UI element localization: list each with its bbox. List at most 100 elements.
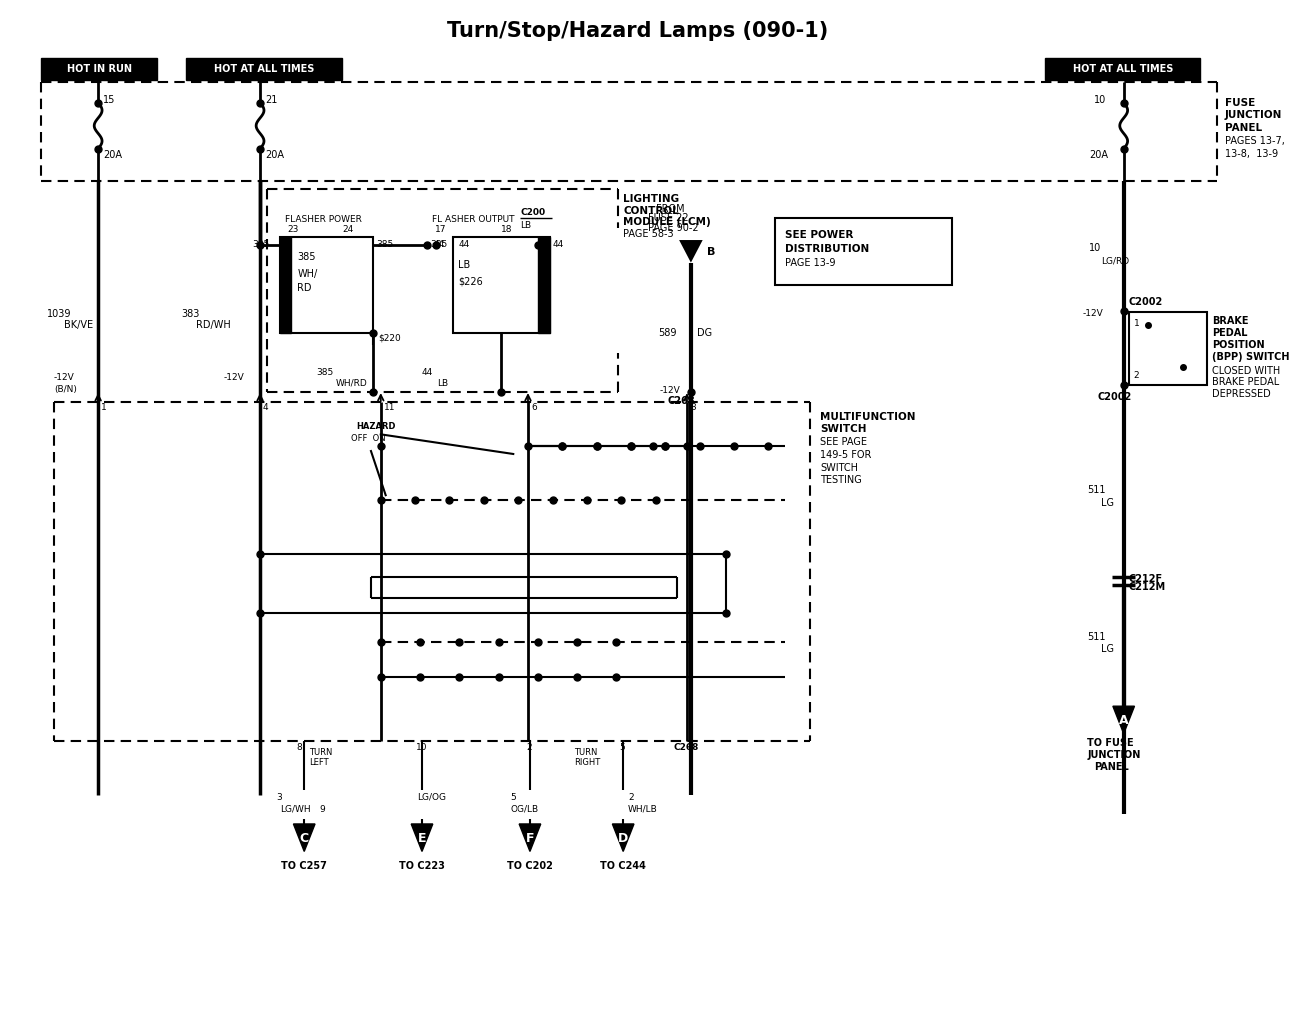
Text: FUSE 22: FUSE 22 bbox=[647, 213, 688, 223]
Polygon shape bbox=[1113, 707, 1135, 734]
Text: LG: LG bbox=[1101, 498, 1114, 509]
Bar bbox=[1128, 311, 1208, 385]
Text: OFF  ON: OFF ON bbox=[351, 434, 386, 443]
Bar bbox=[1045, 59, 1200, 80]
Text: C212F: C212F bbox=[1128, 573, 1162, 583]
Text: 2: 2 bbox=[1134, 371, 1139, 380]
Text: LG: LG bbox=[1101, 644, 1114, 654]
Text: LG/WH: LG/WH bbox=[280, 805, 311, 814]
Text: 5: 5 bbox=[619, 743, 625, 752]
Text: SEE POWER: SEE POWER bbox=[785, 231, 854, 241]
Text: $226: $226 bbox=[459, 276, 484, 286]
Text: BRAKE: BRAKE bbox=[1212, 316, 1248, 327]
Text: 6: 6 bbox=[530, 403, 537, 412]
Text: WH/LB: WH/LB bbox=[628, 805, 658, 814]
Text: C2002: C2002 bbox=[1128, 297, 1162, 307]
Text: WH/RD: WH/RD bbox=[335, 379, 368, 388]
Text: -12V: -12V bbox=[1083, 309, 1104, 318]
Text: 44: 44 bbox=[552, 241, 564, 250]
Text: TO C244: TO C244 bbox=[601, 861, 646, 871]
Text: RD: RD bbox=[298, 283, 312, 293]
Text: 385: 385 bbox=[316, 368, 333, 377]
Text: PANEL: PANEL bbox=[1225, 123, 1262, 133]
Text: -12V: -12V bbox=[55, 373, 74, 382]
Text: A: A bbox=[1119, 715, 1128, 727]
Text: C212M: C212M bbox=[1128, 582, 1166, 592]
Text: SWITCH: SWITCH bbox=[820, 463, 858, 473]
Text: HAZARD: HAZARD bbox=[356, 422, 395, 431]
Text: Turn/Stop/Hazard Lamps (090-1): Turn/Stop/Hazard Lamps (090-1) bbox=[447, 21, 828, 41]
Text: 589: 589 bbox=[659, 329, 677, 339]
Text: 383: 383 bbox=[182, 308, 200, 318]
Text: (B/N): (B/N) bbox=[55, 385, 77, 393]
Text: LB: LB bbox=[459, 260, 471, 270]
Text: DEPRESSED: DEPRESSED bbox=[1212, 389, 1271, 399]
Text: 5: 5 bbox=[511, 793, 516, 802]
Bar bbox=[280, 238, 291, 334]
Text: TESTING: TESTING bbox=[820, 475, 862, 485]
Text: TO FUSE: TO FUSE bbox=[1087, 738, 1134, 748]
Polygon shape bbox=[294, 824, 315, 851]
Text: FUSE: FUSE bbox=[1225, 98, 1254, 107]
Text: $220: $220 bbox=[378, 334, 400, 343]
Text: 385: 385 bbox=[298, 252, 316, 262]
Text: (BPP) SWITCH: (BPP) SWITCH bbox=[1212, 352, 1290, 362]
Text: 1: 1 bbox=[101, 403, 107, 412]
Text: PANEL: PANEL bbox=[1095, 762, 1128, 772]
Text: C268: C268 bbox=[673, 743, 698, 752]
Bar bbox=[454, 238, 550, 334]
Polygon shape bbox=[679, 240, 703, 263]
Text: PAGE 13-9: PAGE 13-9 bbox=[785, 258, 836, 268]
Text: TO C202: TO C202 bbox=[507, 861, 552, 871]
Text: SWITCH: SWITCH bbox=[820, 425, 867, 435]
Polygon shape bbox=[612, 824, 634, 851]
Text: 3: 3 bbox=[690, 403, 696, 412]
Text: WH/: WH/ bbox=[298, 269, 317, 279]
Polygon shape bbox=[519, 824, 541, 851]
Text: HOT IN RUN: HOT IN RUN bbox=[66, 65, 131, 74]
Text: CLOSED WITH: CLOSED WITH bbox=[1212, 366, 1280, 375]
Text: MODULE (LCM): MODULE (LCM) bbox=[623, 217, 711, 227]
Text: 149-5 FOR: 149-5 FOR bbox=[820, 450, 872, 460]
Bar bbox=[280, 238, 373, 334]
Text: FROM: FROM bbox=[655, 203, 684, 213]
Text: C2002: C2002 bbox=[1097, 392, 1131, 402]
Text: LB: LB bbox=[520, 220, 532, 229]
Text: DISTRIBUTION: DISTRIBUTION bbox=[785, 244, 870, 254]
Text: FL ASHER OUTPUT: FL ASHER OUTPUT bbox=[432, 215, 515, 223]
Bar bbox=[775, 218, 952, 285]
Text: 20A: 20A bbox=[265, 150, 283, 160]
Text: -12V: -12V bbox=[659, 385, 680, 394]
Text: 511: 511 bbox=[1087, 485, 1106, 495]
Text: JUNCTION: JUNCTION bbox=[1087, 750, 1140, 760]
Text: LG/RD: LG/RD bbox=[1101, 256, 1130, 265]
Text: FLASHER POWER: FLASHER POWER bbox=[285, 215, 361, 223]
Text: 21: 21 bbox=[265, 95, 277, 105]
Text: 44: 44 bbox=[422, 368, 433, 377]
Text: 20A: 20A bbox=[1089, 150, 1109, 160]
Text: LEFT: LEFT bbox=[309, 757, 329, 766]
Text: BRAKE PEDAL: BRAKE PEDAL bbox=[1212, 377, 1279, 387]
Text: 9: 9 bbox=[318, 805, 325, 814]
Text: 1039: 1039 bbox=[47, 308, 72, 318]
Text: RD/WH: RD/WH bbox=[196, 320, 231, 331]
Text: MULTIFUNCTION: MULTIFUNCTION bbox=[820, 411, 916, 422]
Text: 20A: 20A bbox=[103, 150, 122, 160]
Text: LG/OG: LG/OG bbox=[417, 793, 446, 802]
Text: JUNCTION: JUNCTION bbox=[1225, 110, 1282, 120]
Text: 15: 15 bbox=[103, 95, 116, 105]
Text: 17: 17 bbox=[434, 224, 446, 234]
Text: SEE PAGE: SEE PAGE bbox=[820, 437, 867, 447]
Text: C: C bbox=[300, 832, 309, 845]
Text: 11: 11 bbox=[384, 403, 395, 412]
Text: 385: 385 bbox=[252, 241, 269, 250]
Text: C200: C200 bbox=[520, 208, 545, 217]
Polygon shape bbox=[411, 824, 433, 851]
Text: POSITION: POSITION bbox=[1212, 340, 1265, 350]
Text: 511: 511 bbox=[1087, 633, 1106, 643]
Text: 10: 10 bbox=[1095, 95, 1106, 105]
Text: 23: 23 bbox=[287, 224, 299, 234]
Text: 8: 8 bbox=[296, 743, 302, 752]
Text: RIGHT: RIGHT bbox=[575, 757, 601, 766]
Text: 1: 1 bbox=[1134, 318, 1139, 328]
